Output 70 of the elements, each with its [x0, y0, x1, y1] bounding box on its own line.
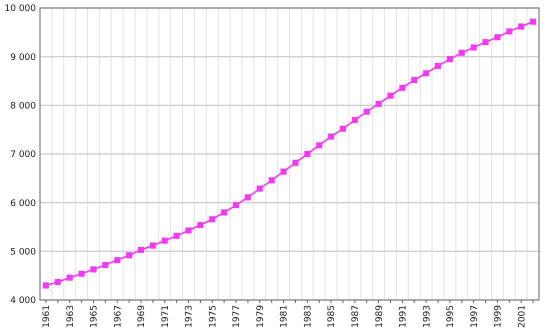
x-tick-label: 1977: [232, 305, 242, 328]
x-tick-label: 1969: [137, 304, 148, 328]
point: [458, 50, 465, 56]
point: [90, 266, 96, 272]
point: [174, 232, 180, 239]
x-tick-label: 1983: [303, 305, 314, 328]
point: [162, 238, 168, 244]
point: [209, 216, 216, 222]
x-tick-label: 1961: [42, 305, 52, 328]
x-tick-label: 1979: [256, 304, 266, 328]
y-tick-label: 7 000: [10, 150, 36, 160]
point: [328, 133, 334, 140]
x-tick-label: 1981: [280, 305, 290, 328]
point: [197, 222, 204, 228]
point: [494, 34, 500, 40]
x-tick-label: 1993: [422, 305, 432, 328]
point: [304, 151, 310, 157]
point: [352, 116, 358, 123]
x-tick-label: 1999: [494, 304, 504, 328]
point: [292, 160, 298, 166]
point: [470, 44, 477, 50]
y-tick-label: 9 000: [10, 52, 36, 63]
point: [66, 274, 73, 281]
point: [42, 282, 49, 288]
point: [506, 28, 512, 34]
point: [102, 262, 108, 268]
x-tick-label: 1995: [446, 305, 456, 328]
x-tick-label: 1971: [160, 305, 171, 328]
point: [340, 126, 346, 132]
point: [244, 194, 251, 200]
x-tick-label: 1987: [350, 305, 361, 328]
point: [376, 100, 382, 107]
x-tick-label: 2001: [517, 305, 528, 328]
x-tick-label: 1973: [184, 305, 195, 328]
y-tick-label: 5 000: [10, 247, 36, 258]
point: [78, 270, 85, 277]
point: [399, 84, 406, 91]
point: [411, 77, 418, 84]
point: [114, 257, 120, 264]
point: [482, 39, 489, 46]
point: [518, 23, 524, 30]
x-tick-label: 1965: [90, 305, 100, 328]
point: [150, 242, 156, 248]
x-tick-label: 1975: [208, 305, 218, 328]
x-tick-label: 1997: [470, 305, 480, 328]
point: [446, 56, 453, 62]
point: [54, 278, 61, 285]
y-tick-label: 6 000: [10, 198, 36, 209]
point: [138, 246, 144, 253]
point: [435, 62, 442, 69]
x-tick-label: 1991: [398, 305, 409, 328]
y-tick-label: 10 000: [4, 4, 36, 14]
x-tick-label: 1967: [113, 305, 124, 328]
x-tick-label: 1963: [66, 305, 76, 328]
point: [387, 92, 394, 99]
x-tick-label: 1989: [374, 304, 385, 328]
point: [530, 18, 536, 25]
point: [256, 186, 263, 192]
y-tick-label: 4 000: [10, 296, 36, 306]
x-tick-label: 1985: [327, 305, 338, 328]
point: [126, 252, 132, 258]
point: [280, 168, 287, 175]
point: [423, 70, 430, 76]
point: [233, 202, 240, 208]
point: [364, 108, 370, 115]
point: [186, 227, 192, 234]
y-tick-label: 8 000: [10, 101, 36, 112]
point: [221, 209, 228, 216]
point: [316, 142, 322, 148]
point: [268, 177, 275, 184]
